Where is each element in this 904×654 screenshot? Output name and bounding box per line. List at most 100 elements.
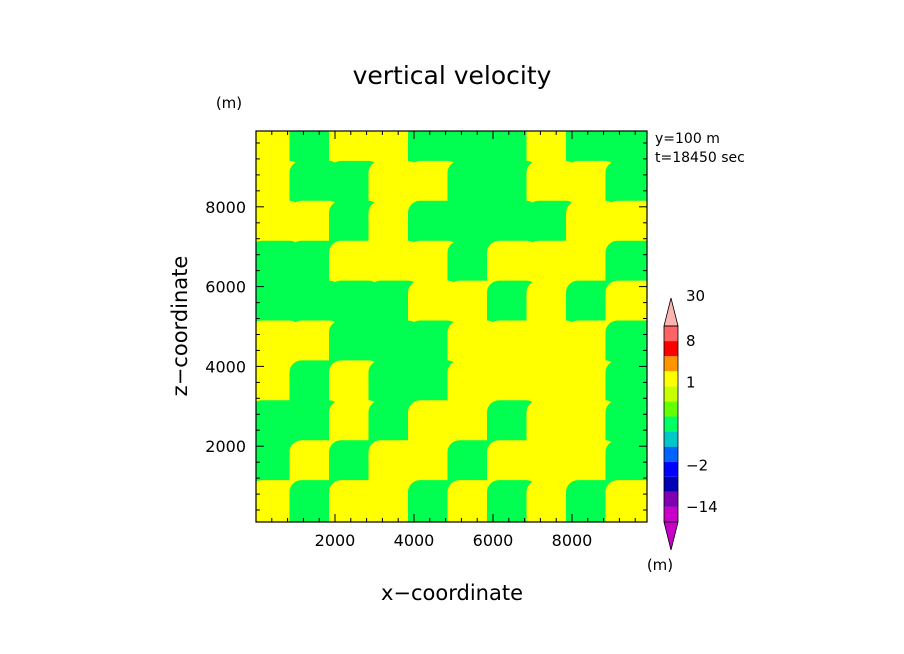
plot-frame: [255, 130, 648, 523]
colorbar-segment: [664, 446, 678, 462]
field-cell: [605, 480, 647, 522]
field-cell: [368, 200, 420, 253]
field-cell: [408, 360, 460, 413]
field-cell: [487, 240, 539, 293]
field-cell: [487, 480, 539, 522]
field-cell: [329, 440, 381, 493]
field-cell: [329, 200, 381, 253]
y-tick-label: 2000: [205, 437, 246, 456]
field-cell: [408, 480, 460, 522]
colorbar-label: −14: [686, 498, 718, 516]
y-tick-label: 8000: [205, 198, 246, 217]
x-axis-label: x−coordinate: [381, 581, 523, 605]
field-cell: [487, 320, 539, 373]
field-cell: [605, 320, 647, 373]
colorbar-frame: [663, 325, 679, 523]
field-cell: [566, 480, 618, 522]
field-cell: [605, 360, 647, 413]
field-cell: [487, 360, 539, 413]
field-cell: [329, 400, 381, 453]
field-cell: [289, 240, 341, 293]
field-cell: [289, 360, 341, 413]
field-cell: [566, 320, 618, 373]
field-cell: [368, 480, 420, 522]
axis-ticks: 2000 4000 6000 8000 2000 4000 6000 8000: [205, 131, 647, 550]
field-cell: [329, 240, 381, 293]
field-cell: [526, 440, 578, 493]
field-cell: [289, 200, 341, 253]
field-cell: [526, 400, 578, 453]
y-unit-label: (m): [216, 94, 242, 112]
field-cell: [566, 360, 618, 413]
field-cell: [605, 440, 647, 493]
field-cell: [526, 160, 578, 213]
field-cell: [526, 200, 578, 253]
y-tick-label: 6000: [205, 278, 246, 297]
field-cell: [487, 400, 539, 453]
colorbar-label: −2: [686, 457, 708, 475]
field-cell: [447, 160, 499, 213]
field-cell: [368, 400, 420, 453]
field-cell: [487, 160, 539, 213]
field-cell: [408, 200, 460, 253]
field-cell: [289, 160, 341, 213]
field-cell: [329, 360, 381, 413]
field-cell: [329, 320, 381, 373]
colorbar-segment: [664, 326, 678, 342]
colorbar-segment: [664, 341, 678, 357]
field-cell: [526, 360, 578, 413]
field-cell: [526, 320, 578, 373]
field-cell: [526, 280, 578, 333]
field-cell: [368, 320, 420, 373]
field-cell: [566, 400, 618, 453]
field-cell: [447, 360, 499, 413]
field-cell: [289, 320, 341, 373]
field-cell: [289, 400, 341, 453]
field-cell: [289, 480, 341, 522]
field-cell: [329, 160, 381, 213]
field-cell: [447, 280, 499, 333]
y-tick-label: 4000: [205, 357, 246, 376]
field-cell: [487, 280, 539, 333]
x-tick-label: 6000: [473, 531, 514, 550]
field-cell: [487, 440, 539, 493]
x-tick-label: 4000: [394, 531, 435, 550]
colorbar-segment: [664, 431, 678, 447]
field-cell: [408, 160, 460, 213]
field-cell: [408, 320, 460, 373]
field-cell: [566, 240, 618, 293]
colorbar-segment: [664, 476, 678, 492]
field-cell: [368, 240, 420, 293]
colorbar: 30 8 1 −2 −14: [663, 287, 718, 551]
field-cell: [605, 240, 647, 293]
x-tick-label: 2000: [315, 531, 356, 550]
x-tick-label: 8000: [552, 531, 593, 550]
colorbar-segment: [664, 461, 678, 477]
field-cell: [605, 160, 647, 213]
field-cell: [408, 280, 460, 333]
colorbar-unit-label: (m): [647, 556, 673, 574]
field-cell: [447, 440, 499, 493]
colorbar-label: 30: [686, 287, 705, 305]
colorbar-segment: [664, 386, 678, 402]
field-cell: [368, 160, 420, 213]
field-cell: [526, 480, 578, 522]
field-cell: [605, 200, 647, 253]
field-cell: [368, 360, 420, 413]
field-cell: [447, 240, 499, 293]
colorbar-segment: [664, 371, 678, 387]
annotation-time: t=18450 sec: [655, 150, 745, 166]
chart-title: vertical velocity: [353, 61, 552, 90]
annotation-y-position: y=100 m: [655, 131, 720, 147]
colorbar-label: 8: [686, 332, 696, 350]
field-cell: [447, 200, 499, 253]
colorbar-label: 1: [686, 373, 696, 391]
field-cell: [566, 440, 618, 493]
colorbar-underflow: [663, 521, 679, 551]
field-cell: [329, 280, 381, 333]
y-axis-label: z−coordinate: [168, 256, 192, 397]
field-cell: [566, 280, 618, 333]
field-cell: [447, 400, 499, 453]
colorbar-overflow: [663, 297, 679, 327]
